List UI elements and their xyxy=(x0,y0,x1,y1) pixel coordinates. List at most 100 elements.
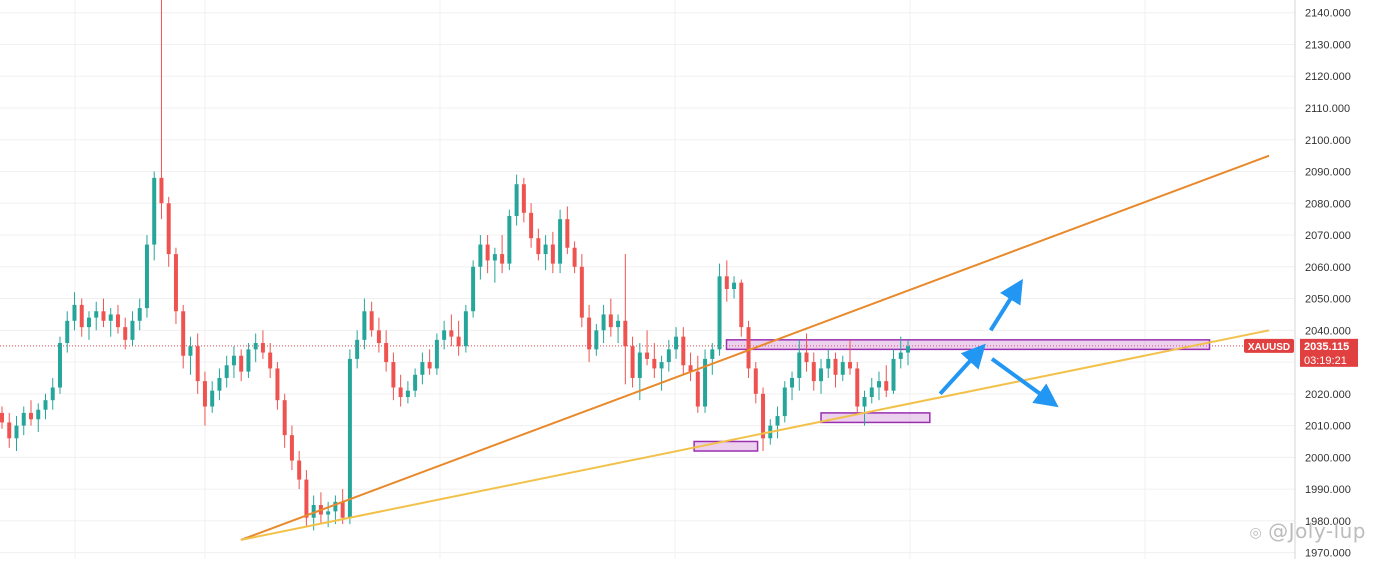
candle-body xyxy=(231,355,236,366)
candle-body xyxy=(637,352,642,378)
candle-body xyxy=(703,358,708,407)
arrow-0 xyxy=(938,343,986,396)
candle-body xyxy=(217,377,222,391)
candle-body xyxy=(659,362,664,369)
candle-body xyxy=(862,397,867,407)
candle-body xyxy=(14,425,19,439)
candle-body xyxy=(811,362,816,382)
candle-body xyxy=(717,276,722,350)
candle-body xyxy=(652,358,657,369)
candle-body xyxy=(877,381,882,388)
candle-body xyxy=(594,330,599,350)
trendline-0 xyxy=(240,154,1270,541)
candle-body xyxy=(601,314,606,331)
candle-body xyxy=(536,238,541,255)
candle-body xyxy=(507,215,512,264)
candle-body xyxy=(543,244,548,255)
candle-body xyxy=(188,346,193,356)
zone-1 xyxy=(820,412,931,424)
candle-body xyxy=(790,377,795,388)
candle-body xyxy=(710,349,715,359)
candle-body xyxy=(775,416,780,426)
candle-body xyxy=(579,266,584,318)
candle-body xyxy=(289,435,294,461)
candle-body xyxy=(797,352,802,378)
trendline-1 xyxy=(240,329,1270,541)
candle-body xyxy=(144,244,149,309)
candle-body xyxy=(28,412,33,420)
candle-body xyxy=(57,343,62,388)
y-tick-label: 2120.000 xyxy=(1305,71,1351,83)
y-tick-label: 2080.000 xyxy=(1305,198,1351,210)
candle-body xyxy=(79,304,84,328)
candle-body xyxy=(630,346,635,378)
candle-body xyxy=(681,336,686,366)
candle-body xyxy=(442,330,447,340)
candle-body xyxy=(420,362,425,375)
candle-body xyxy=(311,505,316,518)
y-tick-label: 2040.000 xyxy=(1305,325,1351,337)
candle-body xyxy=(21,412,26,426)
candle-body xyxy=(623,320,628,347)
candle-body xyxy=(427,362,432,369)
candle-body xyxy=(434,339,439,369)
candle-body xyxy=(195,346,200,382)
candle-body xyxy=(898,352,903,359)
candle-body xyxy=(840,362,845,375)
symbol-tag xyxy=(1244,338,1294,353)
candle-body xyxy=(166,203,171,255)
candle-body xyxy=(463,311,468,347)
candle-body xyxy=(65,320,70,344)
candle-body xyxy=(739,282,744,328)
y-tick-label: 2070.000 xyxy=(1305,230,1351,242)
candle-body xyxy=(282,400,287,436)
candle-body xyxy=(398,387,403,398)
candle-body xyxy=(246,349,251,372)
candle-body xyxy=(514,184,519,216)
symbol-label: XAUUSD xyxy=(1248,342,1290,353)
candle-body xyxy=(413,374,418,391)
candle-body xyxy=(558,219,563,264)
candle-body xyxy=(50,387,55,401)
candle-body xyxy=(587,317,592,350)
candle-body xyxy=(500,254,505,264)
candle-body xyxy=(159,177,164,204)
y-tick-label: 2020.000 xyxy=(1305,389,1351,401)
candle-body xyxy=(101,311,106,321)
candle-body xyxy=(224,365,229,378)
candle-body xyxy=(340,501,345,518)
candle-body xyxy=(804,352,809,363)
candle-body xyxy=(855,368,860,407)
candle-body xyxy=(456,336,461,347)
candle-body xyxy=(0,412,4,423)
candle-body xyxy=(521,184,526,213)
price-label: 2035.115 xyxy=(1304,341,1349,353)
candle-body xyxy=(36,409,41,420)
candle-body xyxy=(137,308,142,321)
candle-body xyxy=(115,314,120,328)
candle-body xyxy=(297,460,302,480)
candle-body xyxy=(674,336,679,350)
candle-body xyxy=(826,358,831,369)
arrow-1 xyxy=(990,357,1059,408)
y-tick-label: 2060.000 xyxy=(1305,262,1351,274)
y-tick-label: 1990.000 xyxy=(1305,484,1351,496)
candle-body xyxy=(108,314,113,321)
candle-body xyxy=(471,266,476,312)
y-tick-label: 1970.000 xyxy=(1305,548,1351,559)
candle-body xyxy=(210,390,215,407)
candle-body xyxy=(724,276,729,290)
candle-body xyxy=(492,254,497,261)
candle-body xyxy=(529,212,534,239)
weibo-icon: ◎ xyxy=(1249,524,1263,541)
candle-body xyxy=(478,244,483,267)
candle-body xyxy=(130,320,135,340)
candle-body xyxy=(891,358,896,391)
y-tick-label: 2140.000 xyxy=(1305,8,1351,20)
y-tick-label: 2110.000 xyxy=(1305,103,1350,115)
candle-body xyxy=(202,381,207,407)
candle-body xyxy=(362,311,367,340)
candle-body xyxy=(819,368,824,382)
y-tick-label: 2130.000 xyxy=(1305,39,1351,51)
